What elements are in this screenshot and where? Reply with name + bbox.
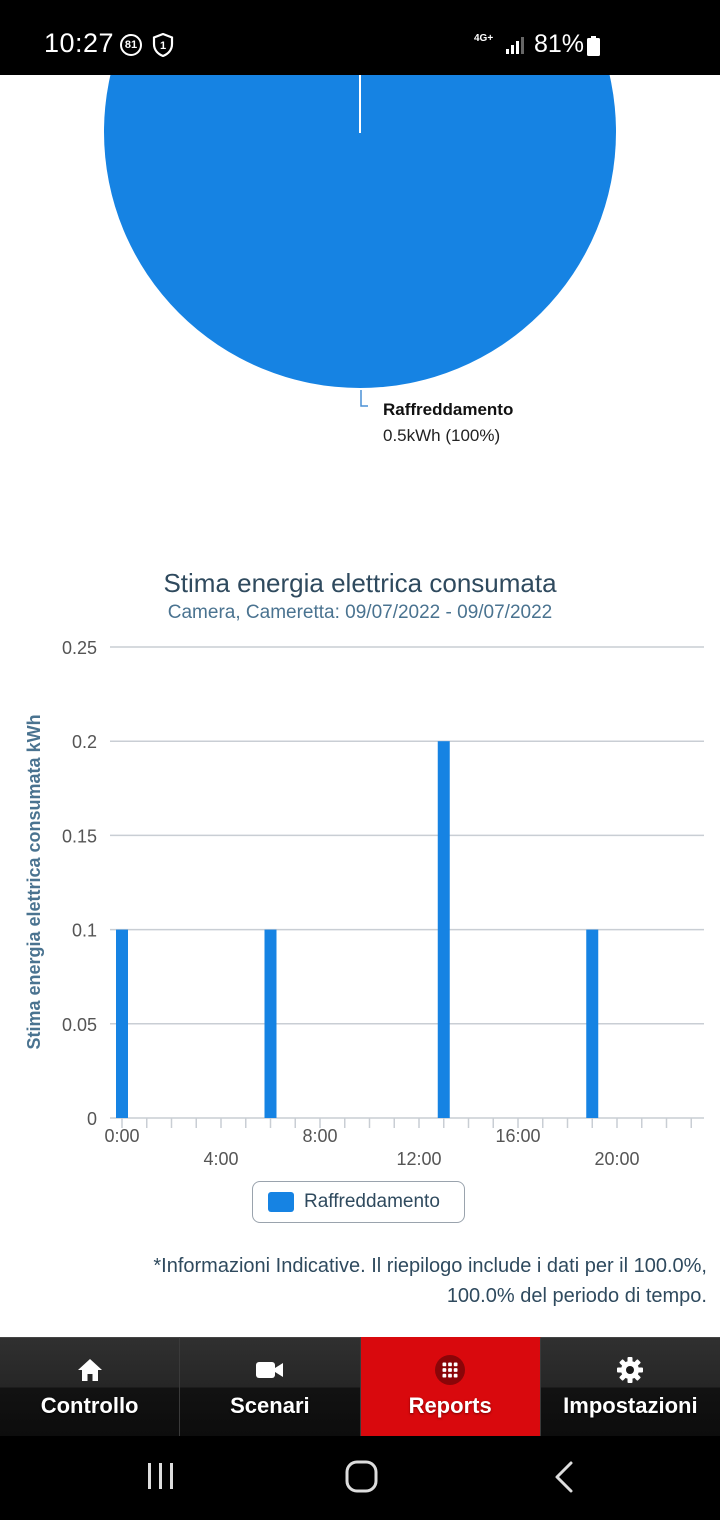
status-bar: 10:27 81 1 4G+ 81% — [0, 0, 720, 75]
shield-number: 1 — [160, 40, 166, 52]
grid-icon — [435, 1355, 466, 1385]
signal-icon — [504, 35, 526, 55]
x-axis-ticks: 0:00 8:00 16:00 4:00 12:00 20:00 — [104, 1118, 692, 1169]
nav-tab-scenari[interactable]: Scenari — [180, 1337, 361, 1436]
notification-badge-icon: 81 — [120, 34, 142, 56]
y-tick-label: 0.05 — [62, 1015, 97, 1035]
y-tick-label: 0 — [87, 1109, 97, 1129]
pie-chart: Raffreddamento 0.5kWh (100%) — [0, 75, 720, 495]
chart-bars — [116, 741, 599, 1118]
pie-label-value: 0.5kWh (100%) — [383, 426, 501, 445]
back-icon[interactable] — [555, 1461, 573, 1493]
disclaimer-note: *Informazioni Indicative. Il riepilogo i… — [20, 1251, 707, 1311]
legend-swatch — [268, 1192, 294, 1212]
shield-icon: 1 — [152, 32, 174, 58]
battery-percent: 81% — [534, 30, 585, 58]
x-tick-label: 4:00 — [203, 1149, 238, 1169]
home-button-icon[interactable] — [345, 1460, 378, 1493]
pie-slice-raffreddamento[interactable] — [104, 75, 616, 388]
chart-grid — [110, 646, 704, 1119]
y-axis-label: Stima energia elettrica consumata kWh — [24, 714, 44, 1049]
nav-tab-reports[interactable]: Reports — [360, 1337, 541, 1436]
status-time: 10:27 — [44, 28, 115, 58]
nav-label-impostazioni: Impostazioni — [563, 1393, 698, 1418]
legend-label: Raffreddamento — [304, 1191, 440, 1212]
y-tick-label: 0.2 — [72, 732, 97, 752]
chart-bar[interactable] — [437, 741, 450, 1118]
nav-label-reports: Reports — [408, 1393, 492, 1418]
note-line-2: 100.0% del periodo di tempo. — [446, 1285, 707, 1307]
chart-bar[interactable] — [264, 929, 277, 1118]
y-axis-ticks: 0 0.05 0.1 0.15 0.2 0.25 — [62, 638, 97, 1129]
chart-bar[interactable] — [586, 929, 599, 1118]
chart-bar[interactable] — [116, 929, 128, 1118]
chart-legend-item[interactable]: Raffreddamento — [252, 1181, 465, 1223]
nav-label-controllo: Controllo — [40, 1393, 139, 1418]
home-icon — [75, 1355, 105, 1385]
nav-tab-impostazioni[interactable]: Impostazioni — [540, 1337, 720, 1436]
pie-label-connector — [360, 390, 368, 407]
y-tick-label: 0.15 — [62, 826, 97, 846]
video-camera-icon — [255, 1355, 285, 1385]
x-tick-label: 12:00 — [396, 1149, 441, 1169]
chart-title: Stima energia elettrica consumata — [163, 568, 557, 598]
bar-chart: 0 0.05 0.1 0.15 0.2 0.25 0:00 8:00 16:00 4:00 12:… — [24, 638, 704, 1169]
note-line-1: *Informazioni Indicative. Il riepilogo i… — [153, 1255, 707, 1277]
nav-tab-controllo[interactable]: Controllo — [0, 1337, 181, 1436]
battery-icon — [587, 36, 600, 56]
y-tick-label: 0.1 — [72, 921, 97, 941]
nav-label-scenari: Scenari — [230, 1393, 310, 1418]
system-navigation-bar — [0, 1436, 720, 1520]
pie-chart-svg — [104, 75, 616, 407]
x-tick-label: 16:00 — [495, 1126, 540, 1146]
chart-subtitle: Camera, Cameretta: 09/07/2022 - 09/07/20… — [167, 602, 553, 623]
y-tick-label: 0.25 — [62, 638, 97, 658]
gear-icon — [615, 1355, 645, 1385]
network-type: 4G+ — [474, 33, 494, 44]
recent-apps-icon[interactable] — [148, 1463, 173, 1489]
x-tick-label: 20:00 — [594, 1149, 639, 1169]
x-tick-label: 0:00 — [104, 1126, 139, 1146]
bottom-navigation: Controllo Scenari Reports — [0, 1337, 720, 1436]
x-tick-label: 8:00 — [302, 1126, 337, 1146]
pie-label-title: Raffreddamento — [383, 400, 514, 419]
